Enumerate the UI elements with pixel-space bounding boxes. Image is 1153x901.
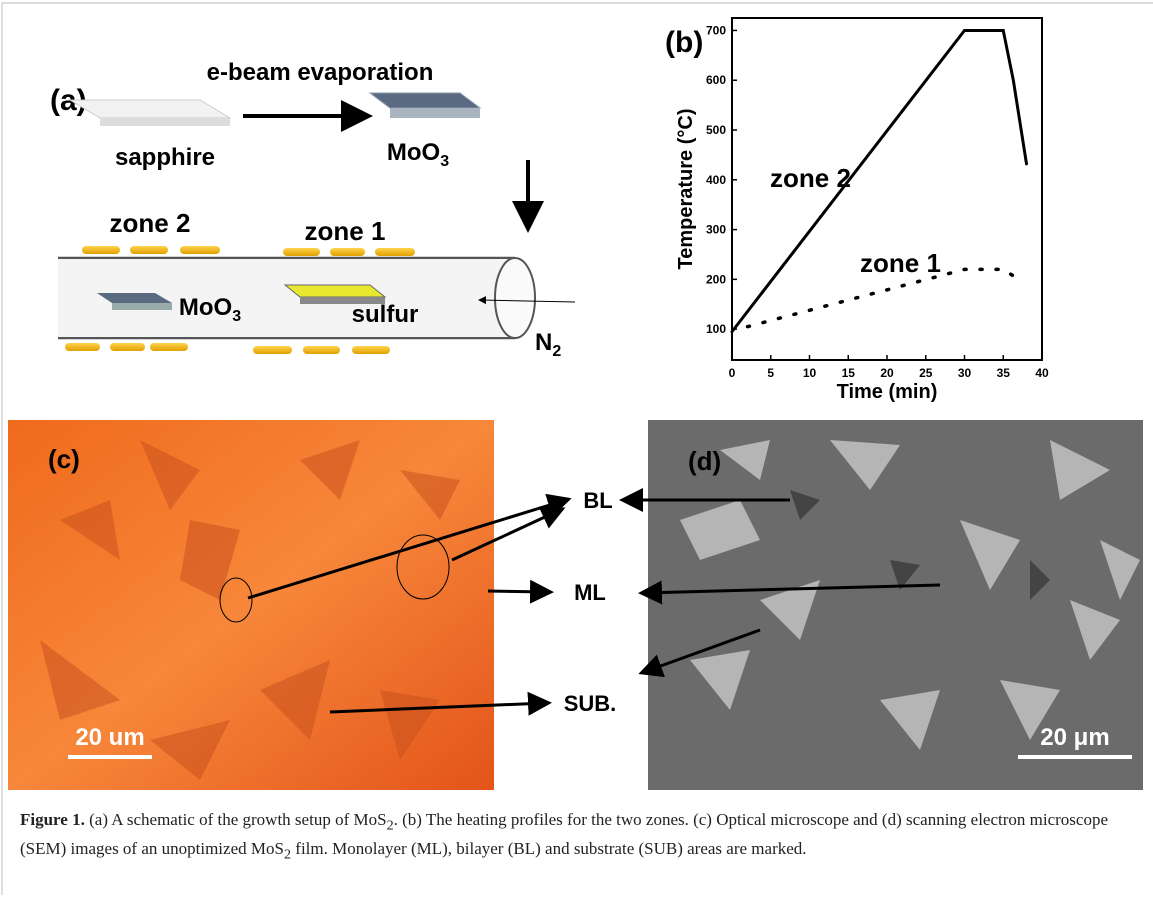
process-label: e-beam evaporation <box>207 59 434 86</box>
y-tick-label: 200 <box>706 272 726 286</box>
panel-label: (b) <box>665 26 703 59</box>
moo3-edge <box>390 108 480 118</box>
panel-a: (a) e-beam evaporation sapphire MoO3 zon… <box>50 59 575 360</box>
gas-label: N2 <box>535 329 561 360</box>
x-tick-label: 30 <box>958 366 972 380</box>
x-tick-label: 10 <box>803 366 817 380</box>
source-sub: 3 <box>232 308 241 325</box>
x-tick-label: 40 <box>1035 366 1049 380</box>
caption-subscript: 2 <box>284 847 291 863</box>
page: (a) e-beam evaporation sapphire MoO3 zon… <box>0 0 1153 901</box>
ml-label: ML <box>574 580 606 605</box>
y-tick-label: 600 <box>706 73 726 87</box>
y-tick-label: 100 <box>706 322 726 336</box>
x-tick-label: 0 <box>729 366 736 380</box>
x-axis-label: Time (min) <box>837 381 938 403</box>
panel-b: (b) Time (min) Temperature (°C) 0 5 10 15 20… <box>665 18 1049 403</box>
gas-sub: 2 <box>552 343 561 360</box>
zone-label: zone 1 <box>305 216 386 246</box>
caption-text: (a) A schematic of the growth setup of M… <box>85 810 387 829</box>
film-text: MoO <box>387 139 440 166</box>
caption: Figure 1. (a) A schematic of the growth … <box>20 808 1130 867</box>
y-tick-label: 400 <box>706 173 726 187</box>
scale-label: 20 μm <box>1040 724 1109 751</box>
x-tick-label: 35 <box>997 366 1011 380</box>
panel-c: (c) 20 um <box>8 420 494 790</box>
source-label: MoO3 <box>179 294 241 325</box>
y-tick-label: 300 <box>706 223 726 237</box>
y-axis-label: Temperature (°C) <box>675 109 697 270</box>
x-tick-label: 25 <box>919 366 933 380</box>
panel-label: (c) <box>48 444 80 474</box>
caption-subscript: 2 <box>387 817 394 833</box>
series-annotation: zone 1 <box>860 248 941 278</box>
y-tick-label: 700 <box>706 23 726 37</box>
zone-label: zone 2 <box>110 208 191 238</box>
source-text: MoO <box>179 294 232 321</box>
sulfur-label: sulfur <box>352 301 419 328</box>
sapphire-edge <box>100 118 230 126</box>
tube-end <box>495 258 535 338</box>
caption-text: film. Monolayer (ML), bilayer (BL) and s… <box>291 839 807 858</box>
panel-label: (d) <box>688 446 721 476</box>
film-label: MoO3 <box>387 139 449 170</box>
scale-label: 20 um <box>75 724 144 751</box>
panel-d: (d) 20 μm <box>648 420 1143 790</box>
gas-text: N <box>535 329 552 356</box>
bl-label: BL <box>583 488 612 513</box>
figure: (a) e-beam evaporation sapphire MoO3 zon… <box>0 0 1153 901</box>
y-tick-label: 500 <box>706 123 726 137</box>
boat-edge <box>112 303 172 310</box>
substrate-label: sapphire <box>115 144 215 171</box>
sub-label: SUB. <box>564 691 617 716</box>
moo3-slab <box>370 93 480 108</box>
film-sub: 3 <box>440 153 449 170</box>
series-annotation: zone 2 <box>770 163 851 193</box>
caption-label: Figure 1. <box>20 810 85 829</box>
x-tick-label: 15 <box>842 366 856 380</box>
x-tick-label: 20 <box>880 366 894 380</box>
sulfur-boat <box>285 285 385 297</box>
x-tick-label: 5 <box>767 366 774 380</box>
sapphire-slab <box>70 100 230 118</box>
